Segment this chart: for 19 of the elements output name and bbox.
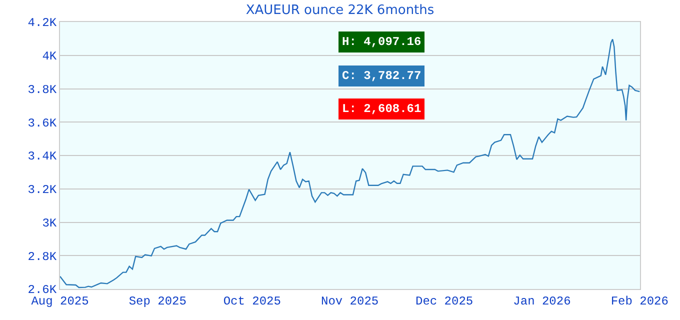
line-series: [60, 38, 640, 288]
x-tick-label: Feb 2026: [610, 294, 668, 308]
y-tick-label: 2.8K: [28, 250, 58, 264]
x-tick-label: Dec 2025: [415, 294, 474, 308]
y-tick-label: 3.6K: [28, 116, 58, 130]
y-tick-label: 4K: [42, 50, 58, 64]
y-tick-label: 3.8K: [28, 82, 58, 97]
annotation: C: 3,782.77: [342, 69, 422, 83]
x-tick-label: Sep 2025: [128, 294, 186, 308]
y-tick-label: 3.2K: [28, 183, 58, 198]
x-tick-label: Oct 2025: [223, 294, 281, 308]
annotation: L: 2,608.61: [342, 102, 422, 116]
y-tick-label: 3.4K: [28, 150, 58, 164]
x-tick-label: Jan 2026: [513, 294, 571, 308]
y-tick-label: 3K: [42, 216, 58, 230]
chart-title: XAUEUR ounce 22K 6months: [246, 2, 434, 18]
x-tick-label: Nov 2025: [320, 294, 379, 308]
annotation: H: 4,097.16: [342, 35, 422, 49]
y-tick-label: 4.2K: [28, 16, 58, 30]
